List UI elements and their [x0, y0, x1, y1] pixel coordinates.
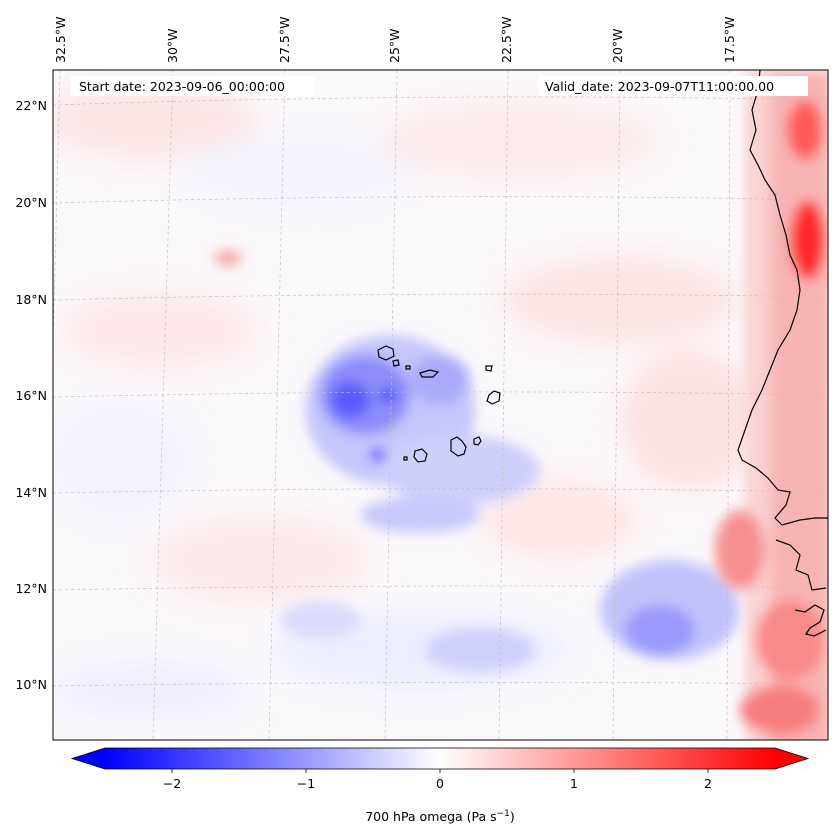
longitude-labels: 32.5°W 30°W 27.5°W 25°W 22.5°W 20°W 17.5…	[53, 17, 737, 63]
ascent-region-southeast	[280, 560, 740, 672]
latitude-label: 10°N	[15, 677, 47, 692]
colorbar-tick-label: −1	[297, 776, 315, 791]
longitude-label: 27.5°W	[277, 17, 292, 63]
valid-date-box: Valid_date: 2023-09-07T11:00:00.00	[538, 76, 808, 96]
ascent-region-cape-verde	[305, 335, 540, 533]
colorbar-outline	[70, 747, 810, 770]
colorbar-tick-label: −2	[163, 776, 181, 791]
background-shading	[53, 80, 760, 720]
latitude-label: 18°N	[15, 292, 47, 307]
colorbar-tick-label: 1	[570, 776, 578, 791]
start-date-box: Start date: 2023-09-06_00:00:00	[70, 76, 315, 96]
longitude-label: 17.5°W	[722, 17, 737, 63]
longitude-label: 30°W	[165, 28, 180, 63]
map-frame	[52, 69, 829, 741]
colorbar-title: 700 hPa omega (Pa s−1)	[365, 809, 515, 824]
start-date-text: Start date: 2023-09-06_00:00:00	[79, 79, 285, 94]
colorbar-title-close: )	[510, 809, 515, 824]
longitude-label: 20°W	[610, 28, 625, 63]
omega-field	[53, 70, 828, 740]
colorbar-min-extension	[72, 748, 105, 769]
descent-band-coast	[214, 70, 828, 740]
colorbar-tick-label: 0	[436, 776, 444, 791]
latitude-labels: 22°N 20°N 18°N 16°N 14°N 12°N 10°N	[15, 98, 47, 692]
colorbar-gradient	[105, 748, 775, 769]
west-africa-coastline	[737, 70, 828, 637]
colorbar: −2 −1 0 1 2 700 hPa omega (Pa s−1)	[70, 747, 810, 824]
cape-verde-islands	[377, 345, 501, 463]
valid-date-text: Valid_date: 2023-09-07T11:00:00.00	[545, 79, 774, 94]
colorbar-title-unit-exponent: −1	[497, 809, 510, 819]
latitude-label: 14°N	[15, 485, 47, 500]
longitude-label: 22.5°W	[499, 17, 514, 63]
latitude-label: 16°N	[15, 388, 47, 403]
colorbar-ticks: −2 −1 0 1 2	[163, 769, 712, 791]
latitude-label: 22°N	[15, 98, 47, 113]
longitude-label: 32.5°W	[53, 17, 68, 63]
graticule	[53, 70, 828, 740]
latitude-label: 12°N	[15, 581, 47, 596]
colorbar-tick-label: 2	[704, 776, 712, 791]
longitude-label: 25°W	[387, 28, 402, 63]
latitude-label: 20°N	[15, 195, 47, 210]
colorbar-title-main: 700 hPa omega (Pa s	[365, 809, 496, 824]
colorbar-max-extension	[775, 748, 808, 769]
